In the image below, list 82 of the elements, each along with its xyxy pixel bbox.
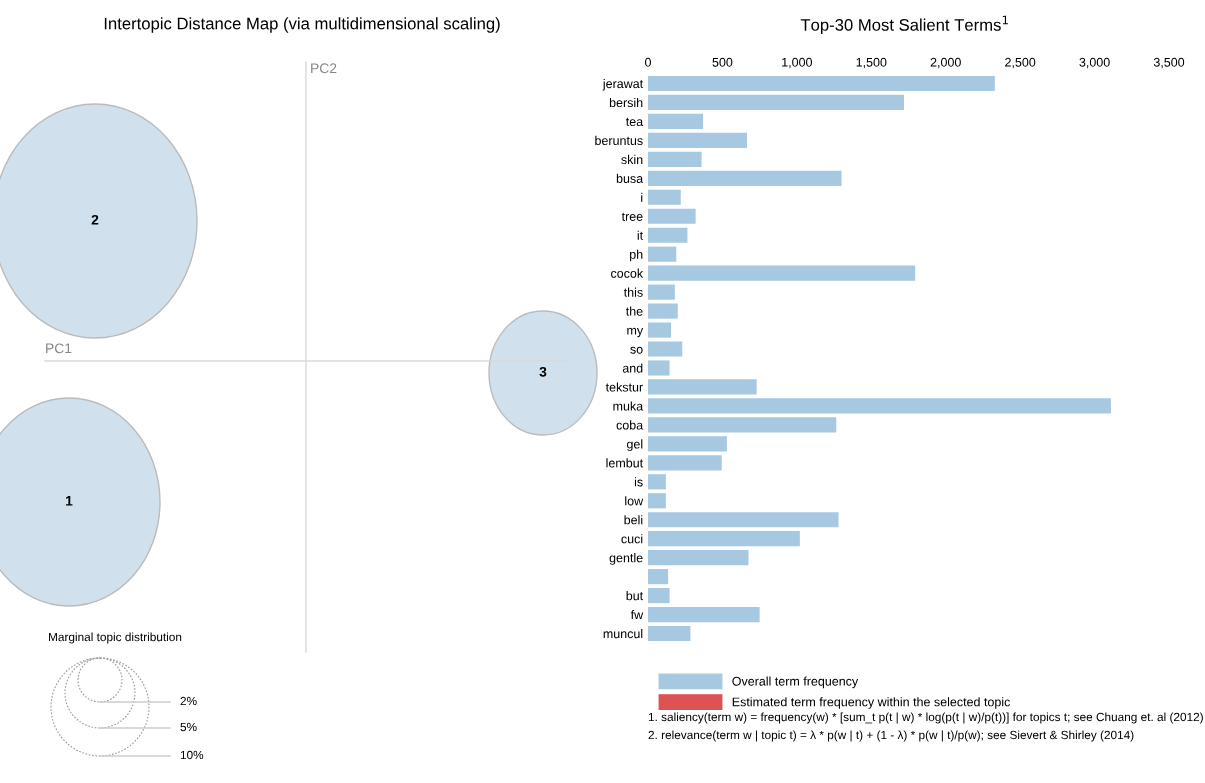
text: 5% xyxy=(180,722,197,732)
bar xyxy=(648,493,666,509)
text: 1 xyxy=(66,496,73,506)
y-tick-label: muka xyxy=(613,401,644,411)
y-tick-label: tree xyxy=(621,212,643,221)
x-tick-label: 500 xyxy=(712,57,733,67)
bar xyxy=(648,436,727,452)
bar xyxy=(648,588,670,604)
bar xyxy=(648,606,760,623)
y-tick-label: this xyxy=(623,287,643,297)
bar xyxy=(648,625,691,642)
x-tick-label: 0 xyxy=(645,57,651,67)
y-tick-label: bersih xyxy=(609,97,643,108)
y-tick-label: cocok xyxy=(611,268,644,278)
y-tick-label: muncul xyxy=(603,628,643,639)
bar xyxy=(648,94,905,111)
text: PC1 xyxy=(46,343,72,354)
y-tick-label: lembut xyxy=(606,458,644,468)
legend-label: Overall term frequency xyxy=(732,676,859,689)
y-tick-label: my xyxy=(627,327,644,338)
y-tick-label: is xyxy=(634,477,643,487)
bar xyxy=(648,170,842,186)
x-tick-label: 2,500 xyxy=(1005,57,1036,69)
y-tick-label: i xyxy=(641,192,643,202)
x-tick-label: 2,000 xyxy=(930,57,961,69)
y-tick-label: ph xyxy=(630,249,643,262)
text: 2. relevance(term w | topic t) = λ * p(w | t) + (1 - λ) * p(w | t)/p(w); see Sievert & Shirley (2014) xyxy=(648,730,1134,742)
bar xyxy=(648,151,702,167)
bar xyxy=(648,189,681,205)
bar xyxy=(648,531,800,547)
bar xyxy=(648,303,678,319)
y-tick-label: the xyxy=(625,306,643,316)
bar xyxy=(648,75,995,92)
y-tick-label: low xyxy=(625,496,644,506)
text: Intertopic Distance Map (via multidimensional scaling) xyxy=(104,17,500,33)
x-tick-label: 1,000 xyxy=(782,57,813,69)
y-tick-label: so xyxy=(630,346,643,354)
y-tick-label: fw xyxy=(630,610,644,620)
y-tick-label: it xyxy=(637,230,644,240)
bar xyxy=(648,208,696,224)
text: PC2 xyxy=(311,63,337,74)
bar xyxy=(648,284,675,300)
text: 1. saliency(term w) = frequency(w) * [sum_t p(t | w) * log(p(t | w)/p(t))] for topics t; see Chuang et. al (2012) xyxy=(648,712,1203,724)
bar xyxy=(648,417,837,433)
bar xyxy=(648,341,683,357)
bar xyxy=(648,246,677,262)
text: Marginal topic distribution xyxy=(49,632,182,644)
text: 3 xyxy=(539,366,547,377)
chart-title: Top-30 Most Salient Terms$^{1}$ xyxy=(800,15,1008,35)
x-tick-label: 3,500 xyxy=(1153,57,1185,69)
text: 2 xyxy=(91,214,99,225)
bar xyxy=(648,455,722,471)
y-tick-label: busa xyxy=(616,173,644,183)
y-tick-label: but xyxy=(626,591,644,601)
legend-label: Estimated term frequency within the selected topic xyxy=(732,697,1011,709)
bar xyxy=(648,322,672,338)
y-tick-label: tekstur xyxy=(605,382,643,392)
y-tick-label: beruntus xyxy=(595,135,643,146)
y-tick-label: gentle xyxy=(609,553,643,565)
y-tick-label: gel xyxy=(626,439,643,451)
y-tick-label: jerawat xyxy=(602,78,644,91)
bar xyxy=(648,265,916,281)
y-tick-label: cuci xyxy=(621,534,643,544)
bar xyxy=(648,113,704,129)
x-tick-label: 1,500 xyxy=(856,57,887,69)
x-tick-label: 3,000 xyxy=(1079,57,1110,69)
y-tick-label: beli xyxy=(624,515,643,525)
text: 2% xyxy=(180,696,197,706)
bar xyxy=(648,512,839,528)
bar xyxy=(648,474,666,490)
bar xyxy=(648,360,670,376)
y-tick-label: tea xyxy=(625,117,644,127)
bar xyxy=(648,132,747,148)
y-tick-label: coba xyxy=(616,420,644,430)
bar xyxy=(648,569,669,585)
text: 10% xyxy=(180,750,204,760)
bar xyxy=(648,550,749,566)
y-tick-label: and xyxy=(622,363,643,373)
bar xyxy=(648,227,688,243)
bar xyxy=(648,398,1111,414)
y-tick-label: skin xyxy=(621,154,643,164)
bar xyxy=(648,379,757,395)
